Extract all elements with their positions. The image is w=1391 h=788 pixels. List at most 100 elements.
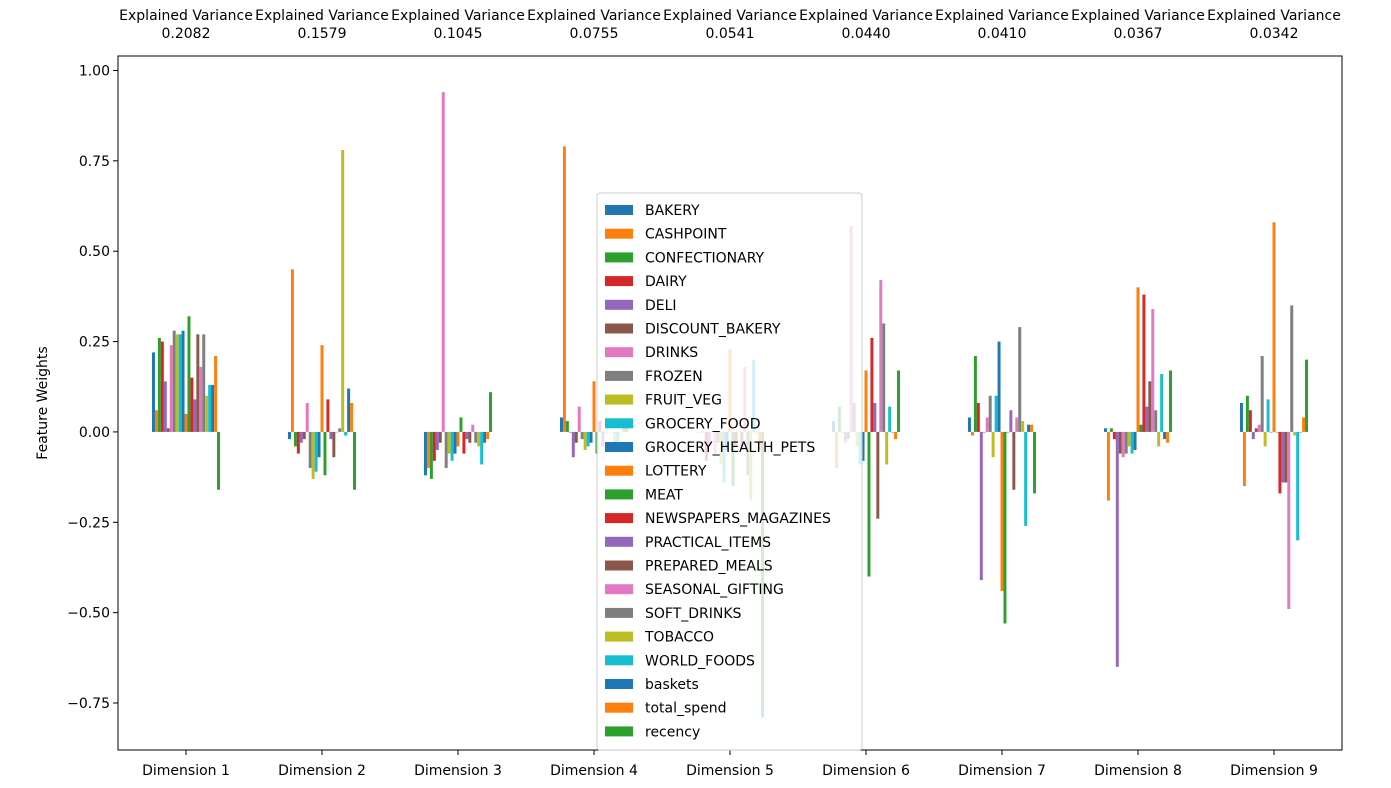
bar-lottery-dim9 [1272, 222, 1276, 432]
bar-confectionary-dim8 [1109, 428, 1113, 432]
bar-confectionary-dim9 [1245, 395, 1249, 432]
explained-variance-title: Explained Variance [119, 8, 253, 24]
bar-newspapers-magazines-dim1 [190, 377, 194, 432]
bar-deli-dim2 [299, 431, 303, 443]
bar-deli-dim7 [979, 431, 983, 581]
bar-fruit-veg-dim9 [1263, 431, 1267, 447]
explained-variance-title: Explained Variance [391, 8, 525, 24]
bar-deli-dim3 [435, 431, 439, 450]
y-tick-label: 1.00 [79, 63, 110, 79]
bar-newspapers-magazines-dim7 [1006, 431, 1010, 433]
bar-seasonal-gifting-dim7 [1015, 417, 1019, 432]
bar-prepared-meals-dim2 [332, 431, 336, 458]
bar-confectionary-dim4 [565, 421, 569, 432]
bar-world-foods-dim7 [1024, 431, 1028, 526]
legend-label: LOTTERY [645, 464, 707, 480]
legend-label: recency [645, 724, 700, 740]
explained-variance-title: Explained Variance [1207, 8, 1341, 24]
bar-recency-dim7 [1033, 431, 1036, 494]
bar-discount-bakery-dim7 [982, 431, 986, 433]
bar-dairy-dim8 [1112, 431, 1116, 440]
bar-total-spend-dim8 [1166, 431, 1170, 443]
bar-drinks-dim2 [305, 403, 309, 432]
legend-label: PRACTICAL_ITEMS [645, 535, 771, 551]
bar-meat-dim2 [323, 431, 327, 476]
bar-cashpoint-dim8 [1106, 431, 1110, 501]
bar-cashpoint-dim1 [154, 410, 158, 432]
bar-lottery-dim4 [592, 381, 596, 432]
bar-lottery-dim6 [864, 370, 868, 432]
bar-world-foods-dim1 [208, 384, 212, 432]
bar-newspapers-magazines-dim2 [326, 399, 330, 432]
bar-baskets-dim6 [891, 431, 895, 433]
x-axis: Dimension 1 Dimension 2 Dimension 3 Dimensi… [142, 750, 1318, 779]
bar-drinks-dim4 [577, 406, 581, 432]
bar-baskets-dim3 [483, 431, 487, 443]
bar-soft-drinks-dim1 [202, 334, 206, 432]
bar-lottery-dim8 [1136, 287, 1140, 432]
bar-recency-dim8 [1169, 370, 1172, 432]
bar-prepared-meals-dim1 [196, 334, 200, 432]
legend-label: DELI [645, 298, 677, 314]
explained-variance-title: Explained Variance [935, 8, 1069, 24]
bar-grocery-health-pets-dim7 [997, 341, 1001, 432]
legend-swatch [605, 299, 633, 310]
explained-variance-title: Explained Variance [799, 8, 933, 24]
bar-total-spend-dim3 [486, 431, 490, 440]
bar-discount-bakery-dim2 [302, 431, 306, 440]
legend-swatch [605, 655, 633, 666]
bar-grocery-health-pets-dim8 [1133, 431, 1137, 450]
bar-prepared-meals-dim7 [1012, 431, 1016, 490]
bar-grocery-food-dim8 [1130, 431, 1134, 454]
bar-grocery-food-dim2 [314, 431, 318, 472]
bar-total-spend-dim7 [1030, 424, 1034, 432]
legend-label: PREPARED_MEALS [645, 559, 773, 575]
y-axis-label: Feature Weights [35, 346, 51, 459]
bar-world-foods-dim3 [480, 431, 484, 465]
bar-frozen-dim4 [580, 431, 584, 440]
x-tick-label: Dimension 1 [142, 763, 230, 779]
bar-grocery-health-pets-dim4 [589, 431, 593, 443]
legend-label: baskets [645, 677, 699, 693]
bar-cashpoint-dim3 [426, 431, 430, 469]
bar-drinks-dim7 [985, 417, 989, 432]
bar-newspapers-magazines-dim6 [870, 337, 874, 432]
bar-baskets-dim1 [211, 384, 215, 432]
y-tick-label: 0.50 [79, 244, 110, 260]
y-tick-label: −0.50 [67, 606, 110, 622]
legend-swatch [605, 418, 633, 429]
bar-tobacco-dim9 [1293, 431, 1297, 436]
bar-tobacco-dim3 [477, 431, 481, 447]
bar-meat-dim8 [1139, 424, 1143, 432]
bar-practical-items-dim7 [1009, 410, 1013, 432]
bar-bakery-dim7 [968, 417, 971, 432]
legend: BAKERY CASHPOINT CONFECTIONARY DAIRY DELI DIS… [596, 192, 863, 751]
bar-lottery-dim3 [456, 431, 460, 447]
bar-lottery-dim2 [320, 345, 324, 432]
bar-tobacco-dim2 [341, 149, 345, 432]
bar-bakery-dim9 [1240, 403, 1243, 432]
legend-label: GROCERY_HEALTH_PETS [645, 440, 815, 456]
bar-fruit-veg-dim4 [583, 431, 587, 450]
bar-meat-dim1 [187, 316, 191, 432]
legend-label: TOBACCO [644, 630, 714, 646]
bar-grocery-food-dim9 [1266, 399, 1270, 432]
bar-recency-dim2 [353, 431, 356, 490]
x-tick-label: Dimension 5 [686, 763, 774, 779]
bar-world-foods-dim8 [1160, 374, 1164, 432]
bar-dairy-dim9 [1248, 410, 1252, 432]
legend-label: FROZEN [645, 369, 703, 385]
bar-discount-bakery-dim8 [1118, 431, 1122, 454]
bar-confectionary-dim3 [429, 431, 433, 479]
legend-box [596, 192, 863, 751]
y-axis: −0.75 −0.50 −0.25 0.00 0.25 0.50 0.75 1.00 [67, 63, 118, 712]
bar-fruit-veg-dim7 [991, 431, 995, 458]
x-tick-label: Dimension 7 [958, 763, 1046, 779]
bar-grocery-food-dim4 [586, 431, 590, 447]
bar-meat-dim3 [459, 417, 463, 432]
bar-soft-drinks-dim2 [338, 428, 342, 432]
x-tick-label: Dimension 3 [414, 763, 502, 779]
legend-swatch [605, 347, 633, 358]
bar-prepared-meals-dim6 [876, 431, 880, 519]
bar-meat-dim7 [1003, 431, 1007, 624]
